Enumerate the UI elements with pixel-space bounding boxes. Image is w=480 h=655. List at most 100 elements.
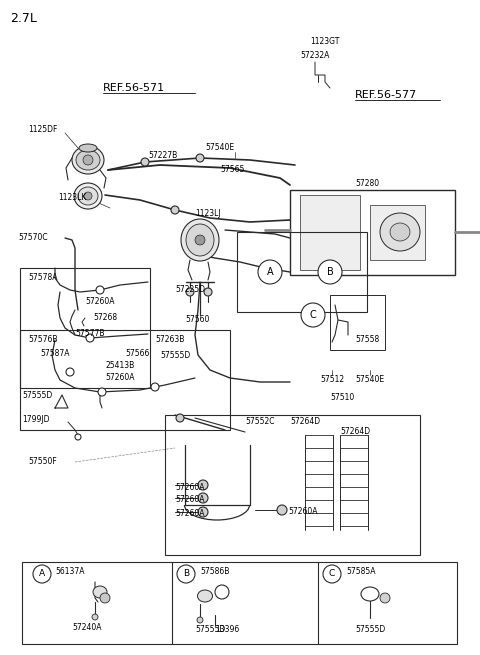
Text: 57512: 57512 — [320, 375, 344, 384]
Text: 57540E: 57540E — [205, 143, 234, 153]
Circle shape — [92, 614, 98, 620]
Bar — [237, 232, 367, 312]
Circle shape — [196, 154, 204, 162]
Ellipse shape — [195, 235, 205, 245]
Circle shape — [198, 480, 208, 490]
Text: C: C — [329, 569, 335, 578]
Text: B: B — [326, 267, 334, 277]
Text: REF.56-571: REF.56-571 — [103, 83, 165, 93]
Text: 13396: 13396 — [215, 626, 239, 635]
Ellipse shape — [380, 213, 420, 251]
Ellipse shape — [361, 587, 379, 601]
Text: 57587A: 57587A — [40, 348, 70, 358]
Ellipse shape — [390, 223, 410, 241]
Bar — [300, 195, 360, 270]
Circle shape — [86, 334, 94, 342]
Text: 2.7L: 2.7L — [10, 12, 37, 24]
Circle shape — [66, 368, 74, 376]
Circle shape — [151, 383, 159, 391]
Text: 57227B: 57227B — [148, 151, 177, 160]
Text: 57558: 57558 — [355, 335, 379, 345]
Bar — [370, 205, 425, 260]
Circle shape — [75, 434, 81, 440]
Circle shape — [177, 565, 195, 583]
Text: 1123LJ: 1123LJ — [195, 208, 221, 217]
Text: 57552C: 57552C — [245, 417, 275, 426]
Ellipse shape — [380, 593, 390, 603]
Text: 57576B: 57576B — [28, 335, 58, 345]
Text: 57510: 57510 — [330, 394, 354, 403]
Circle shape — [96, 286, 104, 294]
Text: 57570C: 57570C — [18, 233, 48, 242]
Circle shape — [258, 260, 282, 284]
Text: 57260A: 57260A — [85, 297, 115, 307]
Circle shape — [204, 288, 212, 296]
Text: 57263B: 57263B — [155, 335, 184, 345]
Circle shape — [100, 593, 110, 603]
Circle shape — [198, 493, 208, 503]
Circle shape — [186, 288, 194, 296]
Text: 1123LK: 1123LK — [58, 193, 86, 202]
Text: 57578A: 57578A — [28, 274, 58, 282]
Circle shape — [318, 260, 342, 284]
Text: 57555D: 57555D — [22, 390, 52, 400]
Text: 57260A: 57260A — [175, 508, 204, 517]
Bar — [290, 190, 455, 275]
Bar — [20, 330, 230, 430]
Ellipse shape — [197, 590, 213, 602]
Bar — [165, 415, 420, 555]
Text: 57565: 57565 — [220, 166, 244, 174]
Ellipse shape — [186, 224, 214, 256]
Text: 57240A: 57240A — [72, 624, 101, 633]
Text: 57232A: 57232A — [300, 50, 329, 60]
Ellipse shape — [76, 150, 100, 170]
Text: 57566: 57566 — [125, 348, 149, 358]
Text: 1799JD: 1799JD — [22, 415, 49, 424]
Text: 57555D: 57555D — [160, 350, 190, 360]
Text: C: C — [310, 310, 316, 320]
Text: 57540E: 57540E — [355, 375, 384, 384]
Text: 57268: 57268 — [93, 312, 117, 322]
Circle shape — [141, 158, 149, 166]
Text: 57577B: 57577B — [75, 329, 105, 337]
Text: 1125DF: 1125DF — [28, 126, 58, 134]
Text: 57586B: 57586B — [200, 567, 229, 576]
Bar — [22, 562, 457, 644]
Ellipse shape — [93, 586, 107, 598]
Text: 57560: 57560 — [185, 316, 209, 324]
Ellipse shape — [84, 192, 92, 200]
Ellipse shape — [74, 183, 102, 209]
Circle shape — [323, 565, 341, 583]
Circle shape — [176, 414, 184, 422]
Text: 57264D: 57264D — [340, 428, 370, 436]
Text: 57280: 57280 — [355, 179, 379, 187]
Text: A: A — [39, 569, 45, 578]
Text: 57260A: 57260A — [105, 373, 134, 383]
Circle shape — [197, 617, 203, 623]
Text: B: B — [183, 569, 189, 578]
Ellipse shape — [83, 155, 93, 165]
Ellipse shape — [215, 585, 229, 599]
Text: 57264D: 57264D — [290, 417, 320, 426]
Ellipse shape — [72, 146, 104, 174]
Text: 25413B: 25413B — [105, 360, 134, 369]
Text: 57260A: 57260A — [175, 495, 204, 504]
Circle shape — [98, 388, 106, 396]
Ellipse shape — [78, 187, 98, 205]
Circle shape — [33, 565, 51, 583]
Text: 1123GT: 1123GT — [310, 37, 339, 47]
Ellipse shape — [79, 144, 97, 152]
Polygon shape — [55, 395, 68, 408]
Circle shape — [277, 505, 287, 515]
Text: 57550F: 57550F — [28, 457, 57, 466]
Text: 56137A: 56137A — [55, 567, 84, 576]
Text: REF.56-577: REF.56-577 — [355, 90, 417, 100]
Text: 57555D: 57555D — [355, 626, 385, 635]
Ellipse shape — [181, 219, 219, 261]
Bar — [20, 268, 150, 388]
Text: 57225D: 57225D — [175, 286, 205, 295]
Circle shape — [301, 303, 325, 327]
Text: 57260A: 57260A — [288, 508, 317, 517]
Circle shape — [198, 507, 208, 517]
Circle shape — [171, 206, 179, 214]
